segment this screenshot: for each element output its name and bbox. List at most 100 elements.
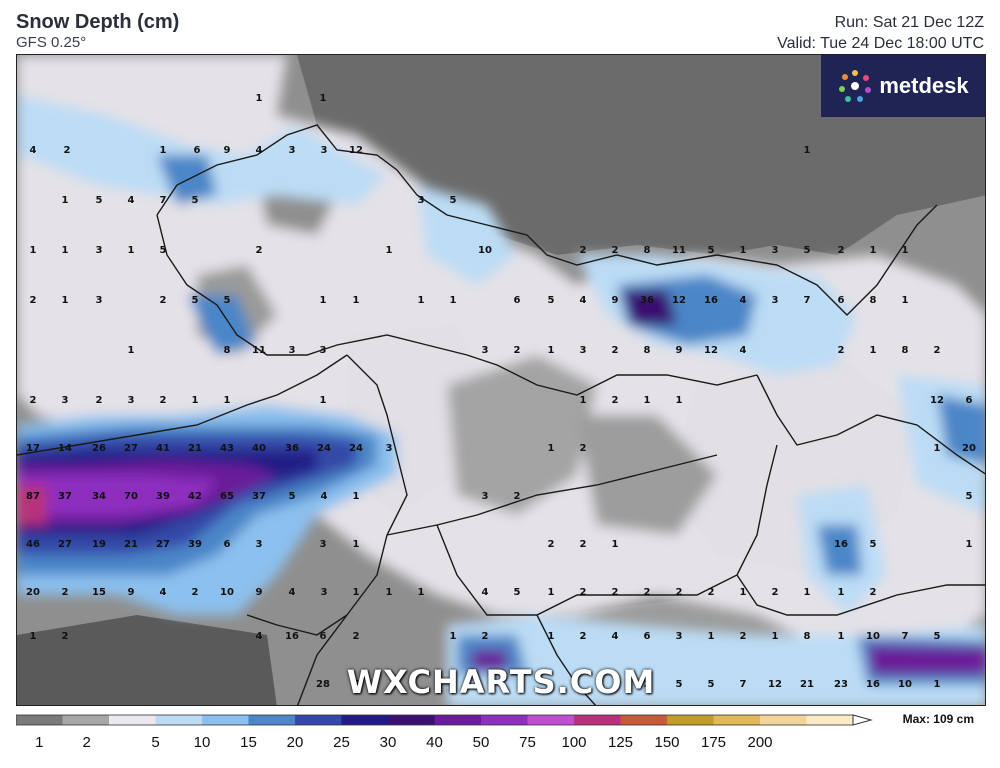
chart-title: Snow Depth (cm): [16, 11, 180, 33]
snow-depth-value: 1: [838, 587, 845, 598]
snow-depth-value: 1: [353, 587, 360, 598]
snow-depth-values: 1 14 2 1 6 9 4 3 3 12 11 5 4 7 5 3 51 1 3 1 5 2 1 10 2 2 8 11 5 1 3 5 2 1…: [26, 93, 976, 690]
snow-depth-value: 4: [256, 145, 263, 156]
snow-depth-value: 6: [838, 295, 845, 306]
snow-depth-value: 21: [800, 679, 814, 690]
snow-depth-value: 1: [548, 443, 555, 454]
snow-depth-value: 4: [580, 295, 587, 306]
snow-depth-value: 1: [320, 295, 327, 306]
snow-depth-value: 6: [966, 395, 973, 406]
snow-depth-value: 4: [321, 491, 328, 502]
snow-depth-value: 27: [58, 539, 72, 550]
snow-layers: [17, 55, 985, 705]
snow-depth-value: 1: [30, 631, 37, 642]
snow-depth-value: 2: [62, 631, 69, 642]
legend-swatch: [62, 715, 110, 725]
snow-depth-value: 2: [708, 587, 715, 598]
snow-depth-value: 8: [644, 345, 651, 356]
snow-depth-value: 2: [514, 345, 521, 356]
snow-depth-value: 12: [672, 295, 686, 306]
snow-depth-value: 5: [804, 245, 811, 256]
snow-depth-value: 4: [482, 587, 489, 598]
legend-tick-label: 150: [654, 734, 679, 751]
snow-depth-value: 2: [644, 587, 651, 598]
snow-depth-value: 1: [386, 587, 393, 598]
snow-depth-value: 11: [672, 245, 686, 256]
snow-depth-value: 5: [160, 245, 167, 256]
snow-depth-value: 1: [934, 443, 941, 454]
snow-depth-value: 4: [160, 587, 167, 598]
legend-tick-label: 100: [561, 734, 586, 751]
snow-depth-value: 1: [548, 345, 555, 356]
snow-depth-value: 1: [934, 679, 941, 690]
legend-tick-label: 75: [519, 734, 536, 751]
snow-depth-value: 1: [740, 245, 747, 256]
snow-depth-value: 1: [708, 631, 715, 642]
snow-depth-value: 3: [128, 395, 135, 406]
snow-depth-value: 6: [194, 145, 201, 156]
legend-swatch: [574, 715, 621, 725]
legend-swatch: [155, 715, 203, 725]
snow-depth-value: 5: [192, 295, 199, 306]
snow-depth-value: 1: [128, 345, 135, 356]
logo-text: metdesk: [879, 73, 969, 98]
metdesk-flower-icon: [839, 70, 872, 102]
snow-depth-value: 7: [740, 679, 747, 690]
snow-depth-value: 1: [644, 395, 651, 406]
snow-depth-value: 27: [124, 443, 138, 454]
legend-tick-label: 30: [380, 734, 397, 751]
legend-swatch: [388, 715, 435, 725]
legend-swatch: [527, 715, 575, 725]
snow-depth-value: 36: [285, 443, 299, 454]
snow-depth-value: 1: [902, 295, 909, 306]
snow-depth-value: 3: [320, 539, 327, 550]
snow-depth-value: 1: [548, 587, 555, 598]
chart-header: Snow Depth (cm) GFS 0.25°: [16, 10, 179, 52]
snow-depth-value: 5: [676, 679, 683, 690]
snow-depth-value: 24: [317, 443, 331, 454]
snow-depth-value: 2: [580, 587, 587, 598]
legend-arrow-icon: [852, 714, 873, 726]
snow-depth-value: 2: [30, 395, 37, 406]
snow-depth-value: 3: [96, 245, 103, 256]
snow-depth-value: 1: [320, 395, 327, 406]
snow-depth-value: 4: [740, 345, 747, 356]
run-info: Run: Sat 21 Dec 12Z Valid: Tue 24 Dec 18…: [777, 12, 984, 54]
snow-depth-value: 5: [289, 491, 296, 502]
legend-swatch: [202, 715, 249, 725]
legend-swatch: [248, 715, 296, 725]
snow-depth-value: 3: [482, 345, 489, 356]
snow-depth-value: 1: [580, 395, 587, 406]
snow-depth-value: 5: [353, 679, 360, 690]
snow-depth-value: 10: [220, 587, 234, 598]
snow-depth-value: 41: [156, 443, 170, 454]
snow-depth-value: 4: [128, 195, 135, 206]
snow-depth-value: 65: [220, 491, 234, 502]
snow-depth-value: 2: [870, 587, 877, 598]
snow-depth-value: 1: [62, 195, 69, 206]
snow-depth-value: 1: [870, 245, 877, 256]
snow-depth-value: 1: [804, 145, 811, 156]
snow-depth-value: 4: [30, 145, 37, 156]
snow-depth-value: 9: [224, 145, 231, 156]
snow-depth-value: 1: [612, 539, 619, 550]
snow-depth-value: 1: [450, 631, 457, 642]
legend-tick-label: 1: [35, 734, 43, 751]
snow-depth-value: 2: [160, 395, 167, 406]
snow-depth-value: 5: [934, 631, 941, 642]
snow-depth-value: 1: [192, 395, 199, 406]
snow-depth-value: 3: [482, 491, 489, 502]
legend-swatch: [434, 715, 482, 725]
snow-depth-value: 8: [902, 345, 909, 356]
legend-swatch: [620, 715, 668, 725]
legend-tick-label: 25: [333, 734, 350, 751]
color-legend: 1 2 5 10 15 20 25 30 40 50 75 100 125 150 175 200: [16, 714, 873, 751]
snow-depth-value: 12: [768, 679, 782, 690]
legend-tick-label: 20: [287, 734, 304, 751]
snow-depth-value: 2: [256, 245, 263, 256]
snow-depth-value: 19: [92, 539, 106, 550]
snow-depth-value: 3: [580, 345, 587, 356]
legend-swatch: [760, 715, 807, 725]
snow-depth-value: 2: [580, 539, 587, 550]
legend-tick-label: 175: [701, 734, 726, 751]
